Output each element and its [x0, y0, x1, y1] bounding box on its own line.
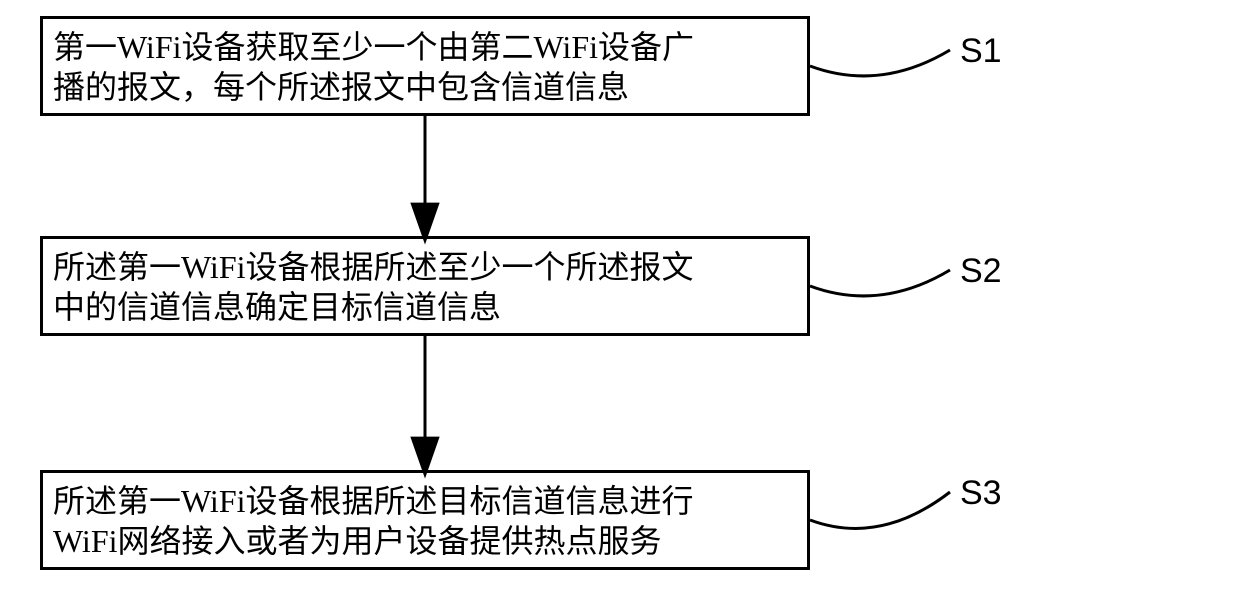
step-label-s1: S1 [960, 32, 1002, 71]
step-box-s3: 所述第一WiFi设备根据所述目标信道信息进行 WiFi网络接入或者为用户设备提供… [40, 470, 810, 570]
step-text-s2: 所述第一WiFi设备根据所述至少一个所述报文 中的信道信息确定目标信道信息 [53, 247, 694, 327]
step-text-s1: 第一WiFi设备获取至少一个由第二WiFi设备广 播的报文，每个所述报文中包含信… [53, 27, 694, 107]
step-box-s1: 第一WiFi设备获取至少一个由第二WiFi设备广 播的报文，每个所述报文中包含信… [40, 16, 810, 116]
step-box-s2: 所述第一WiFi设备根据所述至少一个所述报文 中的信道信息确定目标信道信息 [40, 236, 810, 336]
step-label-s3: S3 [960, 474, 1002, 513]
step-label-s2: S2 [960, 252, 1002, 291]
flowchart-canvas: 第一WiFi设备获取至少一个由第二WiFi设备广 播的报文，每个所述报文中包含信… [0, 0, 1240, 616]
step-text-s3: 所述第一WiFi设备根据所述目标信道信息进行 WiFi网络接入或者为用户设备提供… [53, 481, 694, 561]
